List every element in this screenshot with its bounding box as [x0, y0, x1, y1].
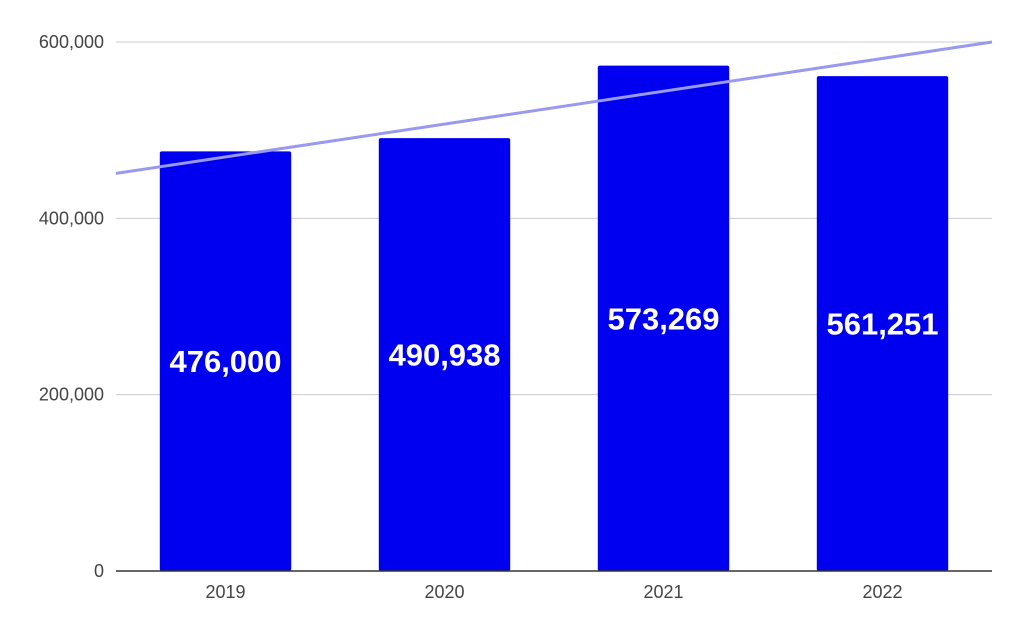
data-label: 490,938: [388, 338, 500, 373]
x-axis-ticks: 2019 2020 2021 2022: [205, 582, 902, 602]
x-tick-label: 2021: [643, 582, 683, 602]
bars: 476,000 490,938 573,269 561,251: [159, 65, 949, 572]
data-label: 476,000: [169, 344, 281, 379]
bar: [378, 138, 511, 572]
y-tick-label: 400,000: [39, 208, 104, 228]
bar: [597, 65, 730, 571]
x-tick-label: 2022: [862, 582, 902, 602]
trendline: [115, 40, 993, 175]
data-label: 561,251: [826, 307, 938, 342]
x-tick-label: 2019: [205, 582, 245, 602]
y-tick-label: 0: [94, 561, 104, 581]
y-tick-label: 200,000: [39, 385, 104, 405]
bar: [816, 76, 949, 572]
bar: [159, 151, 292, 571]
x-tick-label: 2020: [424, 582, 464, 602]
y-tick-label: 600,000: [39, 32, 104, 52]
y-axis-ticks: 0 200,000 400,000 600,000: [39, 32, 104, 581]
data-label: 573,269: [607, 301, 719, 336]
